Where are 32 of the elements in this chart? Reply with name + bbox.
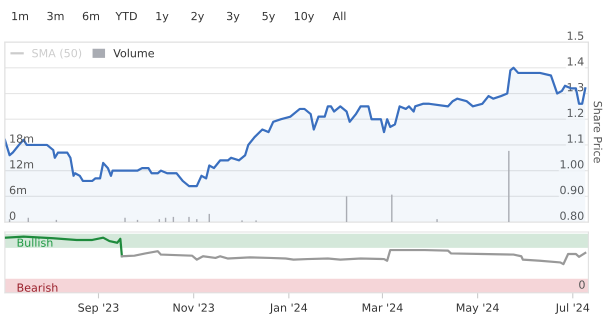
x-tick-label: Jul '24 [555, 303, 590, 314]
x-tick-label: Mar '24 [362, 303, 403, 312]
band-label: Bullish [18, 238, 52, 247]
y-tick-label: 0 [10, 212, 16, 220]
text: 3m [47, 12, 64, 20]
x-tick-label: May '24 [456, 303, 499, 314]
text: 3y [227, 12, 240, 22]
y-tick-label: 18m [10, 134, 34, 143]
y2-axis-title: Share Price [594, 101, 602, 163]
text: 2y [191, 12, 204, 22]
y2-tick-label: 1.1 [568, 134, 584, 143]
y-tick-label: 6m [10, 186, 26, 194]
text: 10y [294, 12, 314, 22]
text: 5y [262, 12, 275, 22]
text: YTD [115, 12, 137, 20]
x-tick-label: Nov '23 [174, 303, 214, 312]
band-label: Bearish [18, 283, 58, 292]
text: 1m [12, 12, 28, 20]
y2-tick-label: 1.5 [568, 32, 584, 40]
y2-tick-label: 1.4 [568, 57, 584, 66]
y-tick-label: 12m [10, 160, 34, 168]
y2-tick-label: 0.90 [560, 186, 584, 194]
x-tick-label: Jan '24 [269, 303, 308, 314]
y2-tick-label: 0.80 [560, 212, 584, 220]
text: 6m [82, 12, 100, 20]
y2-tick-label: 1.00 [560, 160, 584, 168]
text: All [332, 12, 346, 20]
x-tick-label: Sep '23 [78, 303, 118, 314]
annotation: 0 [579, 280, 585, 289]
legend-label: Volume [113, 48, 154, 58]
y2-tick-label: 1.2 [568, 108, 584, 117]
text: 1y [156, 12, 168, 22]
